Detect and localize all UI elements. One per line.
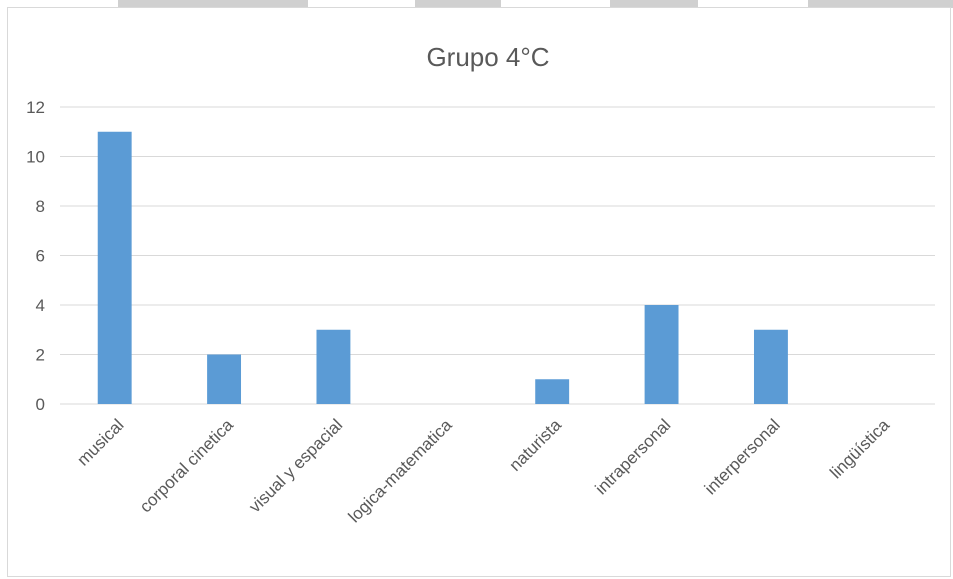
strip-segment xyxy=(118,0,308,8)
chart-title: Grupo 4°C xyxy=(426,42,549,72)
y-axis-ticks: 0 2 4 6 8 10 12 xyxy=(26,98,45,414)
y-tick-label: 4 xyxy=(36,296,45,315)
y-tick-label: 12 xyxy=(26,98,45,117)
strip-segment xyxy=(415,0,501,8)
bar xyxy=(535,379,570,404)
bar xyxy=(753,329,788,404)
x-tick-label: intrapersonal xyxy=(591,415,674,498)
x-tick-label: interpersonal xyxy=(701,415,784,498)
x-tick-label: visual y espacial xyxy=(245,415,346,516)
x-tick-label: musical xyxy=(73,415,127,469)
strip-segment xyxy=(610,0,698,8)
bar xyxy=(207,354,242,404)
x-tick-label: corporal cinetica xyxy=(136,415,237,516)
top-strip xyxy=(0,0,953,8)
bar xyxy=(644,305,679,404)
x-tick-label: logica-matematica xyxy=(345,415,456,526)
x-axis-labels: musical corporal cinetica visual y espacia… xyxy=(73,415,893,526)
strip-segment xyxy=(808,0,953,8)
x-tick-label: lingüística xyxy=(826,415,893,482)
x-tick-label: naturista xyxy=(505,415,565,475)
bar xyxy=(97,131,132,404)
y-tick-label: 6 xyxy=(36,247,45,266)
gridlines xyxy=(60,106,935,405)
chart-frame xyxy=(7,7,951,577)
y-tick-label: 10 xyxy=(26,148,45,167)
bar xyxy=(316,329,351,404)
y-tick-label: 0 xyxy=(36,395,45,414)
y-tick-label: 2 xyxy=(36,346,45,365)
y-tick-label: 8 xyxy=(36,197,45,216)
bars xyxy=(97,131,788,404)
